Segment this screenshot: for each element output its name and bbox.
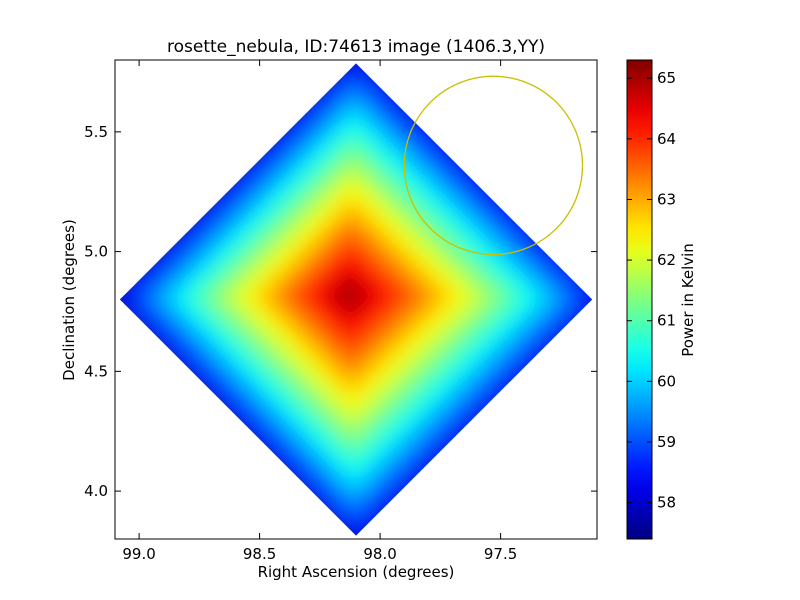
colorbar-tick-label: 59 [657, 433, 676, 451]
y-tick-label: 5.5 [84, 123, 108, 141]
colorbar-tick-label: 65 [657, 69, 676, 87]
colorbar-tick-label: 62 [657, 251, 676, 269]
x-tick-label: 98.0 [363, 545, 396, 563]
plot-area [119, 63, 593, 536]
x-tick-label: 97.5 [484, 545, 517, 563]
heatmap-surface [119, 63, 593, 536]
chart-title: rosette_nebula, ID:74613 image (1406.3,Y… [167, 37, 545, 57]
x-axis-label: Right Ascension (degrees) [258, 563, 455, 581]
colorbar-tick-label: 60 [657, 372, 676, 390]
y-axis-ticks: 4.0 4.5 5.0 5.5 [84, 123, 597, 500]
colorbar [626, 59, 653, 540]
colorbar-tick-label: 58 [657, 494, 676, 512]
overlay-circle [403, 75, 584, 256]
plot-frame [114, 59, 598, 540]
colorbar-tick-label: 63 [657, 190, 676, 208]
x-axis-ticks: 99.0 98.5 98.0 97.5 [122, 60, 517, 563]
colorbar-ticks: 58 59 60 61 62 63 64 65 [627, 69, 676, 512]
colorbar-tick-label: 61 [657, 312, 676, 330]
y-tick-label: 4.5 [84, 362, 108, 380]
heat-level-27 [339, 285, 359, 305]
x-tick-label: 99.0 [122, 545, 155, 563]
colorbar-label: Power in Kelvin [679, 243, 697, 357]
y-axis-label: Declination (degrees) [60, 219, 78, 381]
x-tick-label: 98.5 [243, 545, 276, 563]
y-tick-label: 4.0 [84, 482, 108, 500]
colorbar-tick-label: 64 [657, 130, 676, 148]
y-tick-label: 5.0 [84, 243, 108, 261]
